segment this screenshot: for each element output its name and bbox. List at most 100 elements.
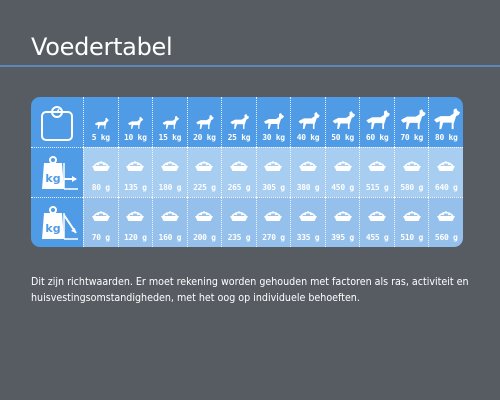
portion-cell: 70 g: [83, 197, 118, 247]
dog-icon: [298, 112, 320, 130]
weight-label: 60 kg: [365, 133, 389, 142]
portion-cell: 270 g: [255, 197, 291, 247]
page-title: Voedertabel: [31, 33, 173, 61]
dog-icon: [400, 109, 426, 130]
portion-cell: 510 g: [393, 197, 429, 247]
weight-label: 10 kg: [124, 133, 147, 142]
portion-cell: 580 g: [393, 147, 429, 197]
food-bowl-icon: [333, 211, 352, 221]
weight-label: 40 kg: [296, 133, 320, 142]
food-bowl-icon: [91, 161, 110, 171]
dog-icon: [434, 108, 461, 130]
scale-cell: [31, 97, 83, 147]
portion-label: 510 g: [400, 233, 423, 242]
portion-label: 335 g: [296, 233, 320, 242]
food-bowl-icon: [368, 161, 387, 171]
portion-label: 120 g: [124, 233, 147, 242]
weight-label: 5 kg: [91, 133, 110, 142]
portion-cell: 80 g: [83, 147, 118, 197]
portion-cell: 395 g: [324, 197, 360, 247]
food-bowl-icon: [299, 211, 318, 221]
portion-label: 70 g: [91, 233, 110, 242]
weight-cell: 60 kg: [359, 97, 394, 147]
portion-label: 380 g: [296, 183, 320, 192]
weight-cell: 25 kg: [221, 97, 256, 147]
dog-icon: [128, 116, 144, 129]
portion-cell: 515 g: [359, 147, 394, 197]
weight-label: 25 kg: [227, 133, 251, 142]
portion-label: 515 g: [365, 183, 389, 192]
portion-label: 160 g: [158, 233, 182, 242]
portion-label: 455 g: [365, 233, 389, 242]
weight-cell: 40 kg: [290, 97, 325, 147]
weight-label: 70 kg: [400, 133, 423, 142]
food-bowl-icon: [402, 211, 421, 221]
weight-label: 20 kg: [193, 133, 216, 142]
dog-icon: [230, 113, 250, 129]
food-bowl-icon: [264, 211, 283, 221]
feeding-table: 5 kg 10 kg 15 kg 20 kg 25 kg 30 kg 40 kg 50 kg 6…: [31, 97, 463, 247]
portion-cell: 120 g: [117, 197, 153, 247]
dog-icon: [264, 113, 285, 129]
food-bowl-icon: [333, 161, 352, 171]
weight-label: 30 kg: [262, 133, 285, 142]
portion-icon-cell: kg: [31, 197, 83, 247]
portion-cell: 560 g: [428, 197, 463, 247]
kg-weight-decline-icon: kg: [42, 206, 78, 240]
weight-cell: 30 kg: [255, 97, 291, 147]
portion-icon-cell: kg: [31, 147, 83, 197]
dog-icon: [332, 111, 355, 130]
food-bowl-icon: [368, 211, 387, 221]
svg-text:kg: kg: [45, 172, 60, 185]
portion-label: 395 g: [331, 233, 354, 242]
portion-label: 265 g: [227, 183, 251, 192]
food-bowl-icon: [299, 161, 318, 171]
dog-icon: [94, 117, 109, 129]
title-divider: [0, 65, 500, 67]
food-bowl-icon: [195, 161, 214, 171]
food-bowl-icon: [229, 211, 248, 221]
weight-cell: 50 kg: [324, 97, 360, 147]
food-bowl-icon: [160, 161, 179, 171]
portion-label: 450 g: [331, 183, 354, 192]
scale-icon: [41, 106, 73, 141]
portion-cell: 455 g: [359, 197, 394, 247]
portion-cell: 335 g: [290, 197, 325, 247]
portion-label: 235 g: [227, 233, 251, 242]
portion-label: 640 g: [434, 183, 458, 192]
portion-label: 270 g: [262, 233, 285, 242]
portion-cell: 225 g: [186, 147, 222, 197]
dog-icon: [366, 110, 391, 130]
weight-cell: 80 kg: [428, 97, 463, 147]
portion-label: 560 g: [434, 233, 458, 242]
food-bowl-icon: [126, 211, 145, 221]
weight-cell: 20 kg: [186, 97, 222, 147]
food-bowl-icon: [264, 161, 283, 171]
portion-cell: 135 g: [117, 147, 153, 197]
weight-cell: 10 kg: [117, 97, 153, 147]
dog-icon: [162, 115, 179, 129]
portion-cell: 235 g: [221, 197, 256, 247]
dog-icon: [196, 114, 214, 129]
portion-cell: 160 g: [152, 197, 187, 247]
portion-label: 200 g: [193, 233, 216, 242]
weight-label: 15 kg: [158, 133, 182, 142]
guideline-note: Dit zijn richtwaarden. Er moet rekening …: [31, 276, 469, 304]
weight-label: 80 kg: [434, 133, 458, 142]
portion-label: 80 g: [91, 183, 110, 192]
svg-text:kg: kg: [45, 222, 60, 235]
portion-label: 305 g: [262, 183, 285, 192]
food-bowl-icon: [160, 211, 179, 221]
food-bowl-icon: [126, 161, 145, 171]
portion-cell: 305 g: [255, 147, 291, 197]
weight-label: 50 kg: [331, 133, 354, 142]
food-bowl-icon: [195, 211, 214, 221]
weight-cell: 70 kg: [393, 97, 429, 147]
weight-cell: 15 kg: [152, 97, 187, 147]
portion-label: 135 g: [124, 183, 147, 192]
portion-cell: 380 g: [290, 147, 325, 197]
food-bowl-icon: [91, 211, 110, 221]
food-bowl-icon: [437, 161, 456, 171]
portion-label: 580 g: [400, 183, 423, 192]
food-bowl-icon: [437, 211, 456, 221]
